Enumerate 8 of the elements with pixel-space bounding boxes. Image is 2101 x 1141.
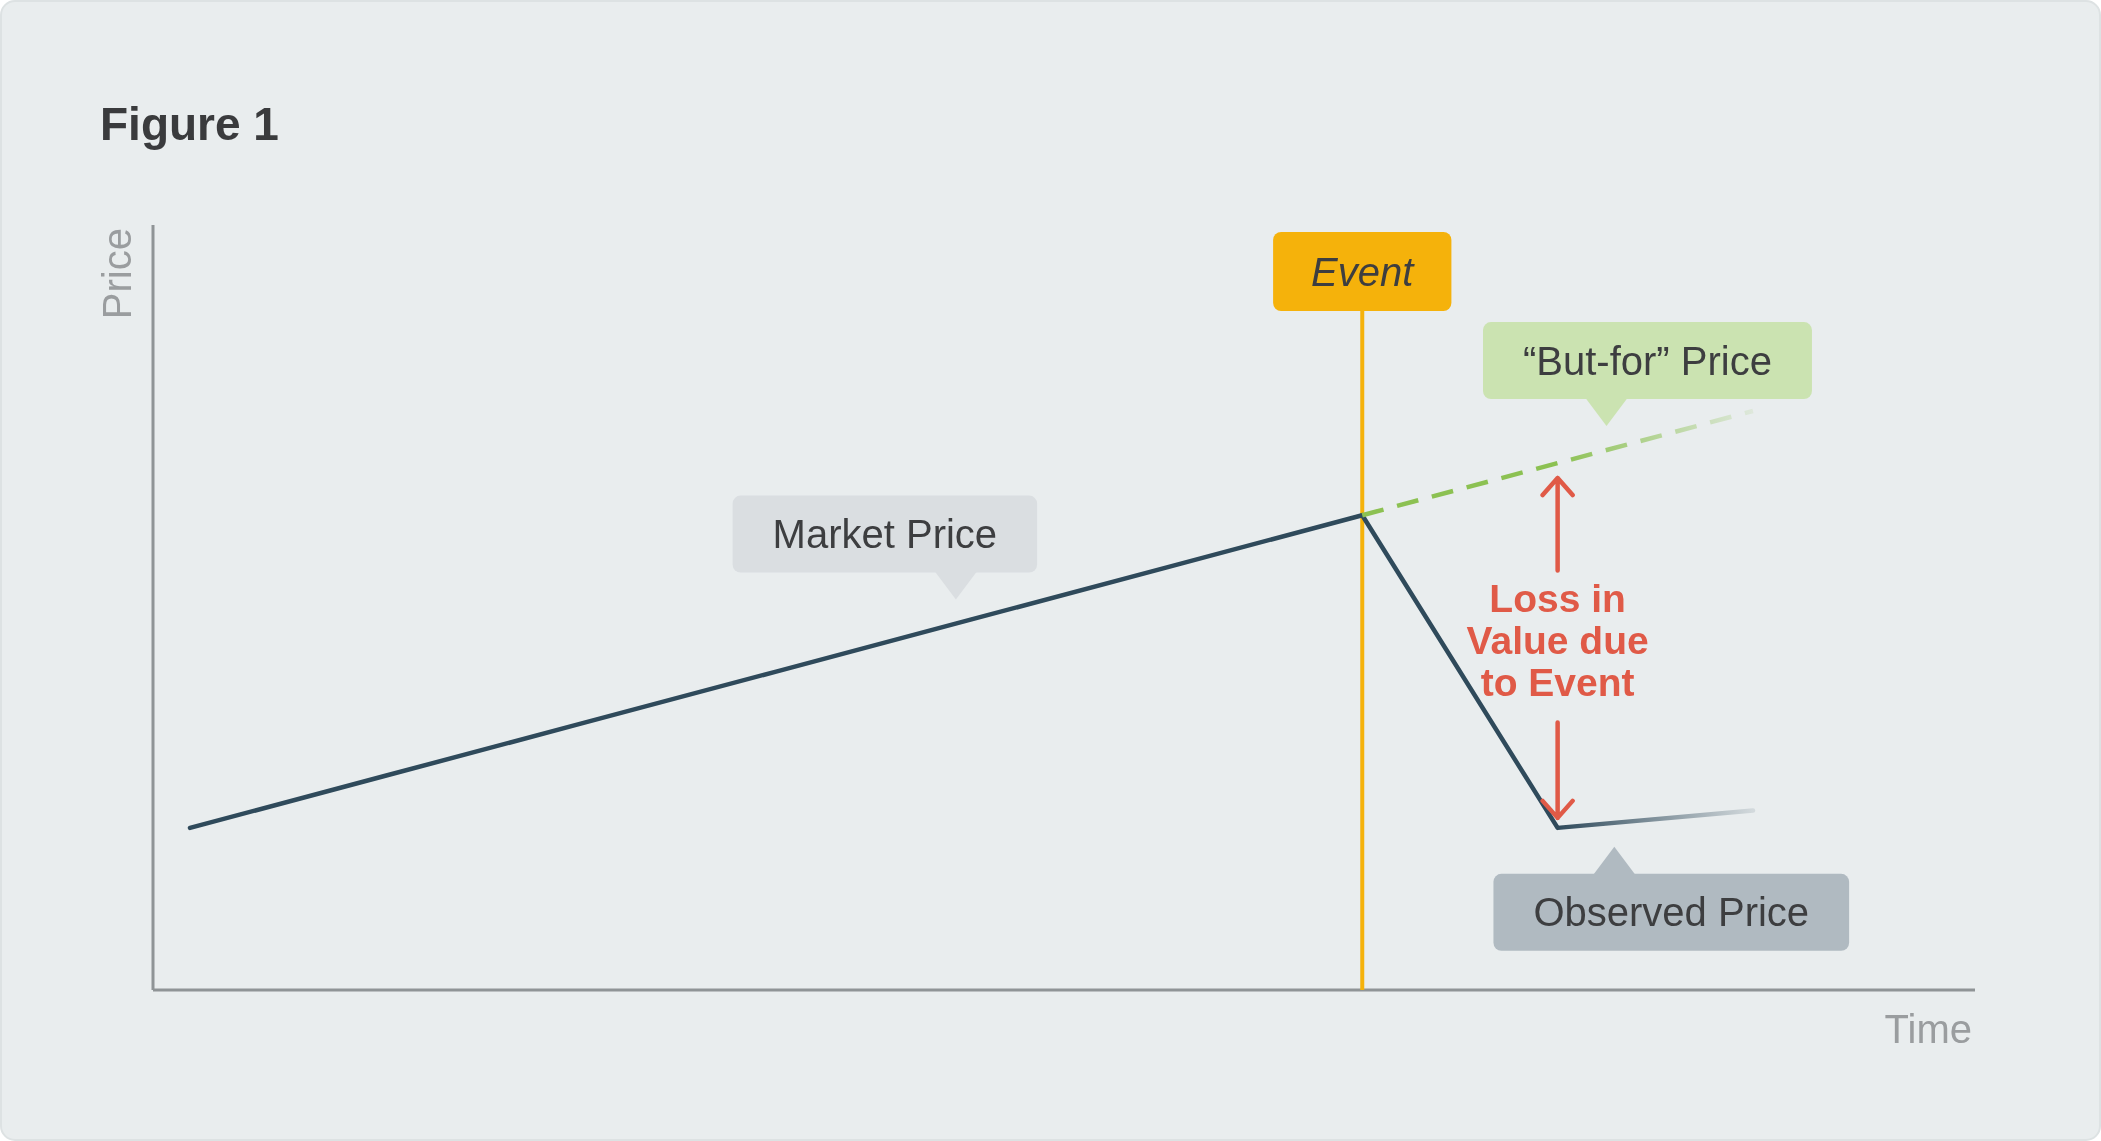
chart-title: Figure 1 — [100, 98, 279, 150]
text: Event — [1311, 249, 1416, 294]
annotation: Loss in Value due to Event — [1466, 577, 1649, 705]
series-label: Market Price — [772, 512, 998, 557]
y-axis-title: Price — [95, 228, 139, 320]
series-label: “But-for” Price — [1523, 338, 1772, 383]
x-axis-title: Time — [1884, 1007, 1972, 1051]
series-label: Observed Price — [1533, 890, 1810, 935]
